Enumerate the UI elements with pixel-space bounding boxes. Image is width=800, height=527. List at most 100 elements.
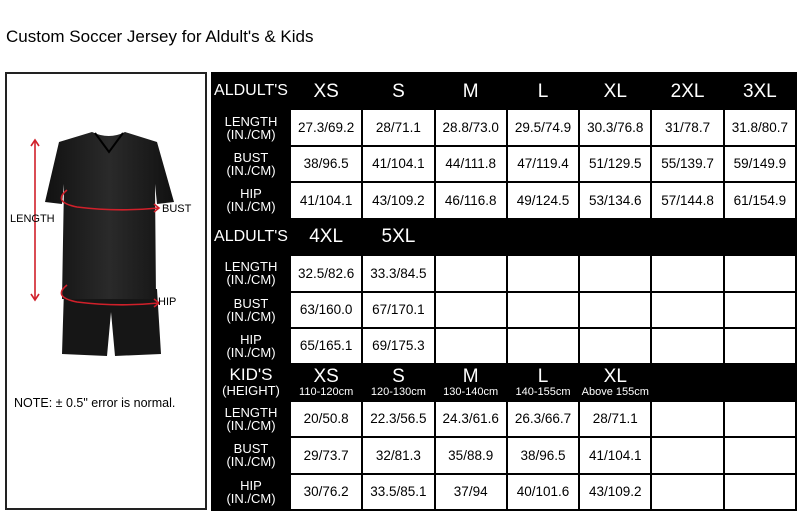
measurement-value: 31/78.7 xyxy=(652,110,723,145)
measurement-value: 46/116.8 xyxy=(435,183,506,218)
hip-arrow xyxy=(60,284,161,308)
size-header: L 140-155cm xyxy=(507,365,579,400)
measurement-value: 22.3/56.5 xyxy=(363,401,434,437)
jersey-diagram-panel: LENGTH BUST HIP NOTE: ± 0.5" error is no… xyxy=(5,72,207,510)
size-header: 2XL xyxy=(652,74,723,109)
measurement-label: LENGTH (IN./CM) xyxy=(213,256,289,291)
measurement-value xyxy=(652,401,723,437)
shirt-shape xyxy=(45,132,174,299)
measurement-value: 27.3/69.2 xyxy=(291,110,362,145)
measurement-label-line: (IN./CM) xyxy=(226,345,276,361)
measurement-label-line: (IN./CM) xyxy=(226,126,276,142)
measurement-label: BUST (IN./CM) xyxy=(213,438,289,473)
measurement-label-line: LENGTH xyxy=(224,113,278,129)
header-label-line: (HEIGHT) xyxy=(222,382,280,398)
measurement-value: 32.5/82.6 xyxy=(291,256,362,291)
measurement-value xyxy=(652,474,723,509)
size-name: 3XL xyxy=(742,80,777,102)
measurement-value xyxy=(724,328,795,364)
size-name: XL xyxy=(603,80,627,102)
size-name: XS xyxy=(313,365,339,387)
measurement-value: 31.8/80.7 xyxy=(724,110,795,145)
measurement-value xyxy=(507,292,579,327)
measurement-value: 67/170.1 xyxy=(363,292,434,327)
measurement-value: 41/104.1 xyxy=(580,438,651,473)
measurement-label-line: (IN./CM) xyxy=(226,308,276,324)
size-header: L xyxy=(507,74,579,109)
section-header-label: ALDULT'S xyxy=(213,74,289,109)
measurement-label-line: LENGTH xyxy=(224,259,278,275)
measurement-value: 38/96.5 xyxy=(291,146,362,182)
measurement-value xyxy=(580,256,651,291)
measurement-value xyxy=(507,256,579,291)
measurement-value: 53/134.6 xyxy=(580,183,651,218)
size-name: XL xyxy=(603,365,627,387)
measurement-value: 24.3/61.6 xyxy=(435,401,506,437)
measurement-value xyxy=(724,438,795,473)
measurement-value: 40/101.6 xyxy=(507,474,579,509)
measurement-value: 33.3/84.5 xyxy=(363,256,434,291)
measurement-label-line: HIP xyxy=(240,186,262,202)
measurement-label: HIP (IN./CM) xyxy=(213,474,289,509)
measurement-value xyxy=(435,328,506,364)
measurement-value: 29.5/74.9 xyxy=(507,110,579,145)
measurement-value xyxy=(724,256,795,291)
size-header xyxy=(580,219,651,255)
measurement-label-line: HIP xyxy=(240,332,262,348)
measurement-label-line: (IN./CM) xyxy=(226,272,276,288)
size-header xyxy=(652,365,723,400)
measurement-value: 41/104.1 xyxy=(363,146,434,182)
measurement-value: 44/111.8 xyxy=(435,146,506,182)
size-header: M 130-140cm xyxy=(435,365,506,400)
measurement-value: 38/96.5 xyxy=(507,438,579,473)
measurement-value xyxy=(435,256,506,291)
size-chart-table: ALDULT'S XS S M L XL 2XL 3XL LENGTH (IN./CM) 27.3/… xyxy=(211,72,797,511)
measurement-value: 30/76.2 xyxy=(291,474,362,509)
measurement-value xyxy=(652,438,723,473)
shorts-shape xyxy=(62,289,161,356)
measurement-label-line: BUST xyxy=(233,441,269,457)
size-header: 5XL xyxy=(363,219,434,255)
size-header: S 120-130cm xyxy=(363,365,434,400)
size-name: 2XL xyxy=(670,80,705,102)
measurement-value: 61/154.9 xyxy=(724,183,795,218)
measurement-label-line: (IN./CM) xyxy=(226,417,276,433)
measurement-label-line: BUST xyxy=(233,295,269,311)
measurement-label: BUST (IN./CM) xyxy=(213,146,289,182)
size-height: 110-120cm xyxy=(299,385,354,398)
measurement-value: 63/160.0 xyxy=(291,292,362,327)
size-header: XS xyxy=(291,74,362,109)
size-name: L xyxy=(537,80,549,102)
measurement-value: 32/81.3 xyxy=(363,438,434,473)
measurement-value: 43/109.2 xyxy=(363,183,434,218)
jersey-illustration xyxy=(30,132,174,356)
measurement-value: 28/71.1 xyxy=(363,110,434,145)
measurement-value: 55/139.7 xyxy=(652,146,723,182)
length-label: LENGTH xyxy=(10,213,55,225)
measurement-label-line: BUST xyxy=(233,150,269,166)
size-height: 130-140cm xyxy=(443,385,499,398)
size-header: M xyxy=(435,74,506,109)
size-header: 4XL xyxy=(291,219,362,255)
measurement-value xyxy=(724,292,795,327)
bust-arrow xyxy=(60,189,161,213)
hip-label: HIP xyxy=(158,296,177,308)
size-name: M xyxy=(462,80,479,102)
size-height: 120-130cm xyxy=(370,385,426,398)
size-header: 3XL xyxy=(724,74,795,109)
measurement-value xyxy=(580,292,651,327)
measurement-value: 33.5/85.1 xyxy=(363,474,434,509)
size-header: XL Above 155cm xyxy=(580,365,651,400)
measurement-value: 30.3/76.8 xyxy=(580,110,651,145)
measurement-value: 26.3/66.7 xyxy=(507,401,579,437)
measurement-label: HIP (IN./CM) xyxy=(213,183,289,218)
size-name: L xyxy=(537,365,549,387)
bust-label: BUST xyxy=(162,203,192,215)
measurement-value xyxy=(724,401,795,437)
measurement-value: 57/144.8 xyxy=(652,183,723,218)
measurement-label: LENGTH (IN./CM) xyxy=(213,401,289,437)
measurement-value xyxy=(507,328,579,364)
page-title: Custom Soccer Jersey for Aldult's & Kids xyxy=(6,27,314,46)
size-name: 4XL xyxy=(309,226,344,248)
measurement-label-line: HIP xyxy=(240,477,262,493)
